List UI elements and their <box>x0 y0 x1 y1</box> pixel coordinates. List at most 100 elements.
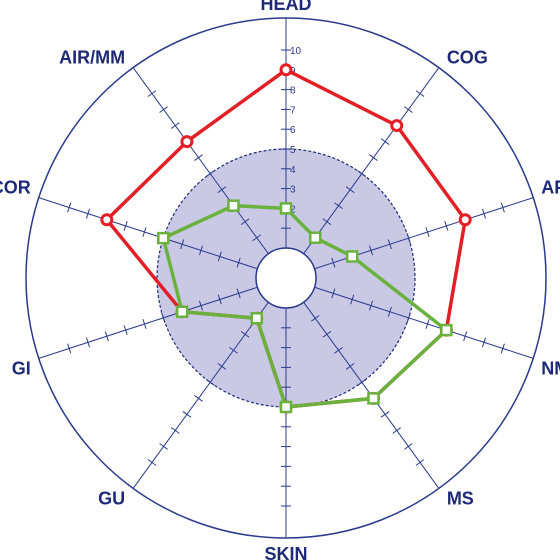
axis-line <box>303 67 440 255</box>
axis-tick <box>240 218 250 226</box>
data-point-circle <box>458 213 472 227</box>
axis-tick <box>322 330 332 338</box>
axis-tick <box>159 106 168 113</box>
axis-tick <box>500 202 505 213</box>
axis-tick <box>406 312 411 323</box>
radial-tick-label: 7 <box>290 105 296 116</box>
axis-tick <box>123 325 128 336</box>
axis-tick <box>229 346 238 354</box>
axis-tick <box>205 170 215 177</box>
radial-tick-label: 6 <box>290 125 296 136</box>
radial-tick-label: 5 <box>290 145 296 156</box>
axis-tick <box>392 427 402 434</box>
axis-tick <box>425 319 430 329</box>
axis-tick <box>85 208 91 219</box>
category-label: AIR/MM <box>59 48 125 68</box>
axis-tick <box>180 239 185 250</box>
axis-tick <box>240 330 250 338</box>
data-point-square <box>250 312 263 325</box>
axis-line <box>132 301 269 489</box>
data-point-square <box>175 305 189 318</box>
axis-tick <box>380 411 390 418</box>
data-point-circle <box>100 213 114 227</box>
axis-tick <box>345 186 355 193</box>
axis-tick <box>357 379 367 386</box>
category-label: NM <box>541 358 560 378</box>
axis-tick <box>357 170 367 177</box>
data-point-square <box>157 231 170 245</box>
data-point-square <box>345 250 359 263</box>
axis-tick <box>205 379 215 386</box>
axis-tick <box>198 300 203 311</box>
data-point-square <box>279 400 293 414</box>
axis-tick <box>334 346 343 354</box>
axis-tick <box>444 220 449 231</box>
radial-tick-label: 4 <box>290 165 296 176</box>
axis-tick <box>380 138 390 145</box>
radial-tick-label: 8 <box>290 86 296 97</box>
axis-tick <box>345 363 355 370</box>
category-label: MS <box>447 488 474 508</box>
axis-tick <box>481 208 487 219</box>
data-point-circle <box>180 135 194 149</box>
inner-ring <box>255 247 317 309</box>
axis-tick <box>406 233 411 244</box>
axis-tick <box>404 443 413 450</box>
axis-tick <box>415 90 425 97</box>
category-label: SKIN <box>264 544 307 560</box>
axis-tick <box>104 331 109 342</box>
axis-tick <box>217 363 227 370</box>
category-label: HEAD <box>260 0 311 14</box>
category-label: GI <box>12 358 31 378</box>
radial-tick-label: 9 <box>290 66 296 77</box>
axis-line <box>38 197 258 270</box>
axis-tick <box>198 245 203 256</box>
axis-tick <box>252 234 262 242</box>
axis-tick <box>85 337 91 348</box>
axis-tick <box>236 288 241 299</box>
axis-tick <box>236 257 241 268</box>
data-point-square <box>367 392 380 405</box>
axis-line <box>314 286 534 359</box>
axis-tick <box>147 459 157 466</box>
axis-tick <box>67 343 72 354</box>
axis-tick <box>334 202 343 210</box>
axis-tick <box>170 122 180 129</box>
axis-tick <box>369 154 378 161</box>
category-label: GU <box>98 488 125 508</box>
axis-tick <box>500 343 505 354</box>
axis-tick <box>387 239 392 250</box>
axis-tick <box>194 395 203 402</box>
axis-tick <box>123 220 128 231</box>
axis-tick <box>350 294 355 305</box>
radial-tick-label: 2 <box>290 204 296 215</box>
axis-tick <box>387 306 392 317</box>
axis-tick <box>142 227 147 237</box>
data-point-square <box>227 199 240 212</box>
axis-tick <box>322 218 332 226</box>
data-point-circle <box>390 119 404 133</box>
axis-tick <box>159 443 168 450</box>
data-point-square <box>309 231 322 244</box>
axis-tick <box>310 314 320 322</box>
axis-tick <box>481 337 487 348</box>
axis-tick <box>182 411 192 418</box>
category-label: COG <box>447 48 488 68</box>
axis-line <box>132 67 269 255</box>
axis-tick <box>369 245 374 256</box>
axis-tick <box>425 227 430 237</box>
axis-tick <box>170 427 180 434</box>
axis-line <box>38 286 258 359</box>
category-label: AFF <box>541 178 560 198</box>
axis-tick <box>147 90 157 97</box>
axis-tick <box>331 257 336 268</box>
axis-tick <box>194 154 203 161</box>
axis-tick <box>463 331 468 342</box>
axis-tick <box>369 300 374 311</box>
axis-tick <box>161 312 166 323</box>
axis-tick <box>67 202 72 213</box>
data-point-circle <box>279 63 293 77</box>
data-point-square <box>440 323 453 337</box>
radial-tick-label: 3 <box>290 185 296 196</box>
